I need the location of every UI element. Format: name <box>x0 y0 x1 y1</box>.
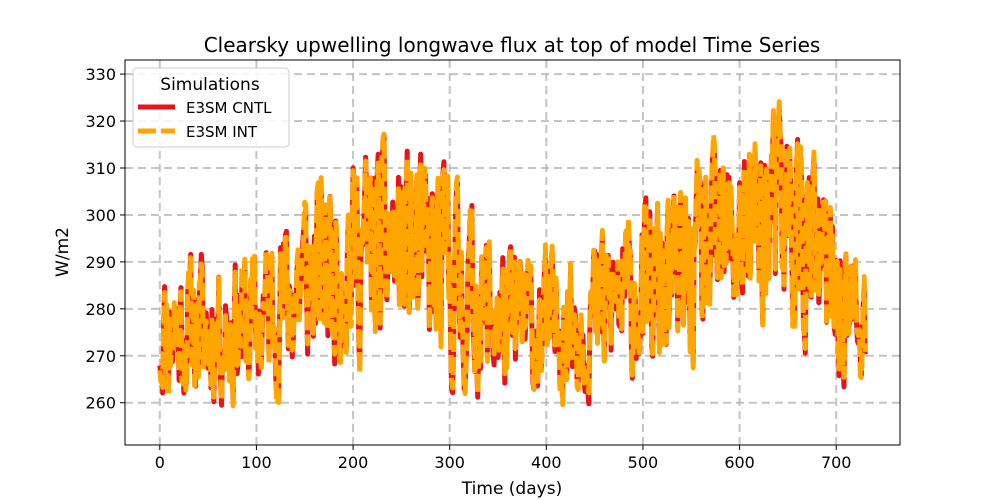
legend-box <box>132 67 290 148</box>
y-tick-label: 300 <box>85 206 116 225</box>
chart-title: Clearsky upwelling longwave flux at top … <box>204 33 821 57</box>
y-tick-label: 330 <box>85 65 116 84</box>
legend-label-int: E3SM INT <box>186 123 258 141</box>
x-tick-label: 700 <box>821 453 852 472</box>
y-axis-ticks: 260 270 280 290 300 310 320 330 <box>85 65 125 413</box>
y-tick-label: 260 <box>85 394 116 413</box>
legend-title: Simulations <box>160 75 260 95</box>
x-axis-label: Time (days) <box>461 479 562 499</box>
y-tick-label: 280 <box>85 300 116 319</box>
y-axis-label: W/m2 <box>53 227 73 277</box>
series-layer <box>157 99 868 409</box>
x-tick-label: 500 <box>628 453 659 472</box>
legend: Simulations E3SM CNTL E3SM INT <box>132 67 290 148</box>
x-tick-label: 100 <box>241 453 272 472</box>
y-tick-label: 290 <box>85 253 116 272</box>
series-line <box>157 99 868 409</box>
y-tick-label: 310 <box>85 159 116 178</box>
legend-label-cntl: E3SM CNTL <box>186 99 272 117</box>
x-tick-label: 200 <box>338 453 369 472</box>
x-axis-ticks: 0 100 200 300 400 500 600 700 <box>155 445 852 472</box>
y-tick-label: 270 <box>85 347 116 366</box>
plot-frame <box>124 59 901 446</box>
x-tick-label: 0 <box>155 453 165 472</box>
x-tick-label: 400 <box>531 453 562 472</box>
x-tick-label: 600 <box>724 453 755 472</box>
y-tick-label: 320 <box>85 112 116 131</box>
x-tick-label: 300 <box>434 453 465 472</box>
